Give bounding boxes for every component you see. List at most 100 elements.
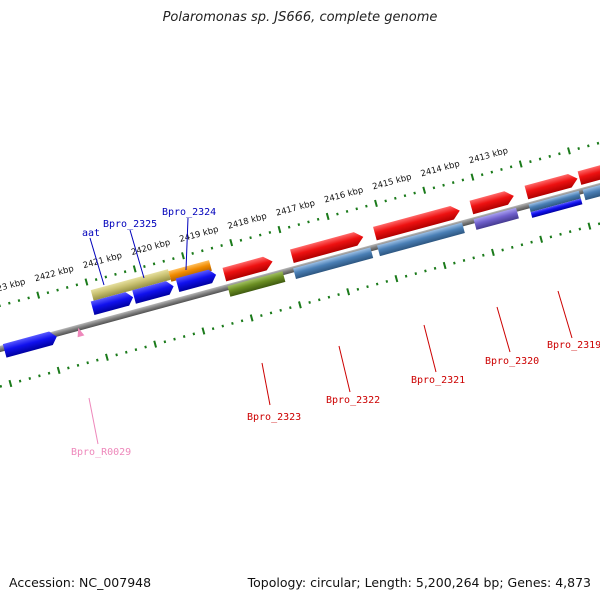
kbp-label: 2417 kbp (275, 199, 316, 219)
minor-tick (337, 293, 340, 297)
minor-tick (461, 178, 465, 182)
kbp-label: 2423 kbp (0, 277, 27, 297)
minor-tick (480, 173, 484, 177)
minor-tick (289, 306, 292, 310)
gene-label-bpro-2325: Bpro_2325 (103, 219, 157, 230)
minor-tick (173, 337, 176, 341)
minor-tick (520, 243, 524, 247)
gene-label-bpro-2322: Bpro_2322 (326, 395, 380, 406)
major-tick (442, 261, 447, 270)
minor-tick (509, 165, 513, 169)
major-tick (153, 340, 158, 348)
minor-tick (28, 377, 32, 380)
minor-tick (56, 288, 59, 292)
minor-tick (96, 358, 99, 362)
leader-bpro-2325 (129, 229, 145, 279)
gene-label-bpro-2319: Bpro_2319 (547, 340, 600, 351)
major-tick (325, 212, 330, 221)
rna-bpro-r0029[interactable] (75, 327, 85, 338)
minor-tick (268, 230, 272, 234)
minor-tick (231, 321, 234, 325)
minor-tick (210, 246, 214, 250)
kbp-label: 2420 kbp (130, 238, 171, 258)
minor-tick (279, 308, 282, 312)
minor-tick (548, 154, 552, 158)
major-tick (346, 288, 351, 296)
track-block (530, 198, 583, 218)
gene-bpro-2322[interactable] (290, 230, 365, 263)
minor-tick (201, 249, 204, 253)
leader-bpro-2323 (261, 362, 271, 406)
kbp-label: 2421 kbp (82, 251, 123, 271)
major-tick (181, 252, 185, 260)
minor-tick (587, 144, 590, 148)
gene-label-bpro-r0029: Bpro_R0029 (71, 447, 131, 458)
major-tick (201, 327, 206, 335)
reverse-annotation-track (90, 260, 212, 301)
kbp-label: 2419 kbp (178, 225, 219, 245)
minor-tick (163, 340, 167, 344)
minor-tick (501, 248, 504, 252)
minor-tick (366, 285, 369, 289)
minor-tick (297, 223, 301, 227)
minor-tick (596, 141, 600, 145)
gene-bpro-2325b[interactable] (132, 280, 175, 304)
map-title: Polaromonas sp. JS666, complete genome (162, 10, 438, 25)
minor-tick (258, 233, 262, 237)
minor-tick (578, 227, 582, 231)
kbp-label: 2416 kbp (323, 185, 364, 205)
minor-tick (558, 152, 561, 156)
minor-tick (433, 266, 437, 270)
minor-tick (577, 147, 580, 150)
minor-tick (221, 324, 225, 328)
kbp-label: 2415 kbp (371, 172, 412, 192)
gene-labels: aat Bpro_2325 Bpro_2324 Bpro_2323 Bpro_2… (71, 207, 600, 458)
minor-tick (549, 235, 553, 239)
leader-bpro-r0029 (88, 397, 99, 445)
minor-tick (220, 244, 223, 247)
minor-tick (462, 259, 466, 262)
minor-tick (568, 230, 572, 234)
gene-bpro-2324[interactable] (175, 268, 218, 292)
accession-text: Accession: NC_007948 (9, 575, 152, 590)
track-block (528, 190, 581, 213)
minor-tick (432, 186, 436, 190)
track-block (227, 271, 286, 297)
label-leaders (88, 217, 573, 445)
track-block (293, 247, 374, 279)
minor-tick (143, 265, 146, 268)
gene-bpro-2323[interactable] (222, 255, 275, 282)
track-block (582, 180, 600, 201)
leader-bpro-2321 (423, 324, 437, 373)
minor-tick (404, 274, 408, 278)
inner-ruler (0, 222, 600, 388)
minor-tick (316, 217, 320, 221)
minor-tick (18, 379, 22, 383)
reverse-strand-genes (2, 268, 218, 358)
major-tick (539, 235, 544, 243)
outer-ruler (0, 141, 600, 308)
forward-annotation-track (227, 180, 600, 297)
leader-bpro-2324 (185, 217, 189, 271)
gene-bpro-2319[interactable] (524, 172, 580, 200)
gene-label-bpro-2324: Bpro_2324 (162, 207, 216, 218)
minor-tick (442, 183, 445, 187)
gene-forward-edge[interactable] (577, 161, 600, 185)
kbp-label: 2418 kbp (227, 212, 268, 232)
major-tick (518, 160, 523, 168)
minor-tick (482, 253, 485, 257)
minor-tick (75, 283, 79, 287)
leader-bpro-2319 (557, 290, 573, 339)
gene-aat[interactable] (2, 330, 59, 358)
major-tick (277, 225, 282, 234)
minor-tick (355, 207, 359, 211)
gene-bpro-2320[interactable] (469, 189, 516, 215)
minor-tick (249, 236, 252, 240)
major-tick (105, 353, 109, 361)
minor-tick (124, 350, 128, 354)
major-tick (36, 291, 41, 299)
gene-bpro-2325[interactable] (90, 291, 135, 316)
minor-tick (336, 212, 339, 216)
minor-tick (211, 327, 215, 331)
gene-bpro-2321[interactable] (373, 204, 462, 241)
